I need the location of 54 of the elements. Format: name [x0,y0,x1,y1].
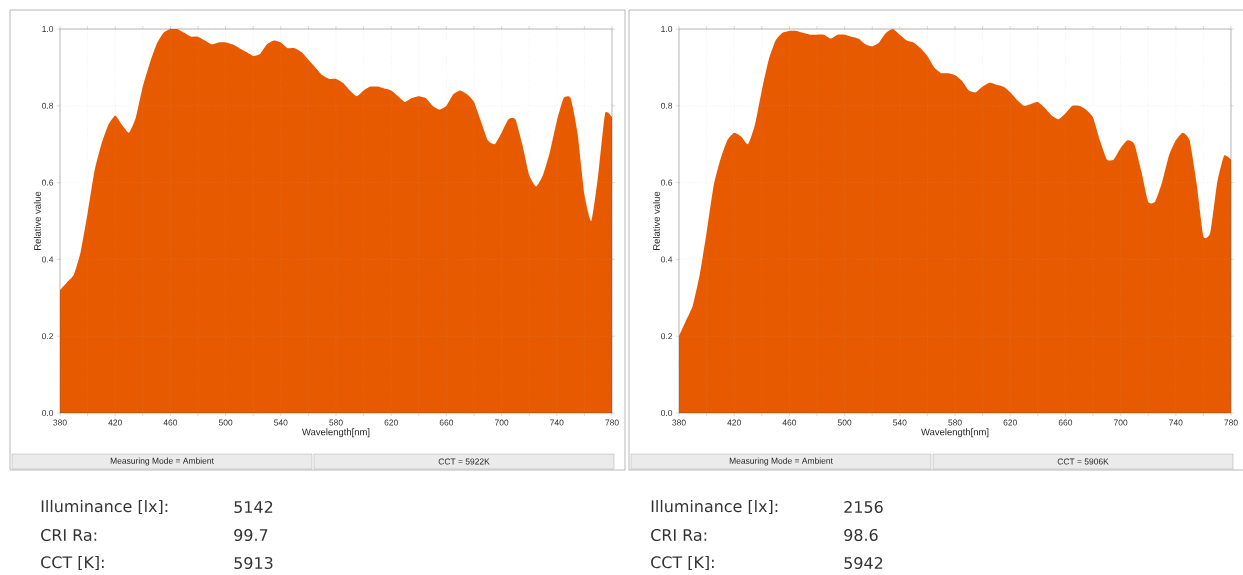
x-tick-label: 460 [163,419,178,426]
text: 5142 [234,500,273,514]
x-tick-label: 740 [550,419,564,426]
x-tick-label: 700 [494,419,509,426]
x-tick-label: 780 [1224,419,1238,426]
x-tick-label: 380 [53,419,67,426]
text: 98.6 [844,528,878,542]
text: CCT [K]: [41,555,104,571]
x-tick-label: 420 [727,419,741,426]
x-tick-label: 540 [274,419,288,426]
y-tick-label: 1.0 [661,26,673,32]
x-tick-label: 380 [672,419,686,426]
x-tick-label: 420 [108,419,122,426]
text: CCT = 5922K [438,458,490,465]
x-tick-label: 540 [893,419,907,426]
x-tick-label: 500 [218,419,233,426]
x-tick-label: 620 [384,419,398,426]
y-axis-title: Relative value [33,191,41,250]
text: Illuminance [lx]: [41,499,168,515]
y-tick-label: 1.0 [42,26,54,32]
y-tick-label: 0.4 [661,256,673,263]
text: CCT [K]: [651,555,714,571]
text: CCT = 5906K [1057,458,1109,465]
x-tick-label: 700 [1113,419,1128,426]
x-tick-label: 740 [1169,419,1183,426]
y-tick-label: 0.2 [661,333,673,340]
y-axis-title: Relative value [652,191,660,250]
y-tick-label: 0.0 [661,410,673,416]
y-tick-label: 0.4 [42,256,54,263]
text: 2156 [844,500,883,514]
text: Measuring Mode = Ambient [729,457,833,466]
text: 5913 [234,556,273,570]
text: Illuminance [lx]: [651,499,778,515]
x-tick-label: 500 [837,419,852,426]
text: Measuring Mode = Ambient [110,457,214,466]
x-tick-label: 460 [782,419,797,426]
x-tick-label: 660 [1058,419,1073,426]
y-tick-label: 0.6 [661,179,673,186]
x-tick-label: 660 [439,419,454,426]
text: 5942 [844,556,883,570]
x-axis-title: Wavelength[nm] [921,428,989,438]
y-tick-label: 0.0 [42,410,54,416]
x-axis-title: Wavelength[nm] [302,428,370,438]
text: 99.7 [234,528,268,542]
x-tick-label: 780 [605,419,619,426]
y-tick-label: 0.2 [42,333,54,340]
y-tick-label: 0.8 [661,102,673,109]
text: CRI Ra: [651,528,707,542]
y-tick-label: 0.8 [42,102,54,109]
text: CRI Ra: [41,528,97,542]
x-tick-label: 580 [948,419,962,426]
x-tick-label: 580 [329,419,343,426]
x-tick-label: 620 [1003,419,1017,426]
y-tick-label: 0.6 [42,179,54,186]
